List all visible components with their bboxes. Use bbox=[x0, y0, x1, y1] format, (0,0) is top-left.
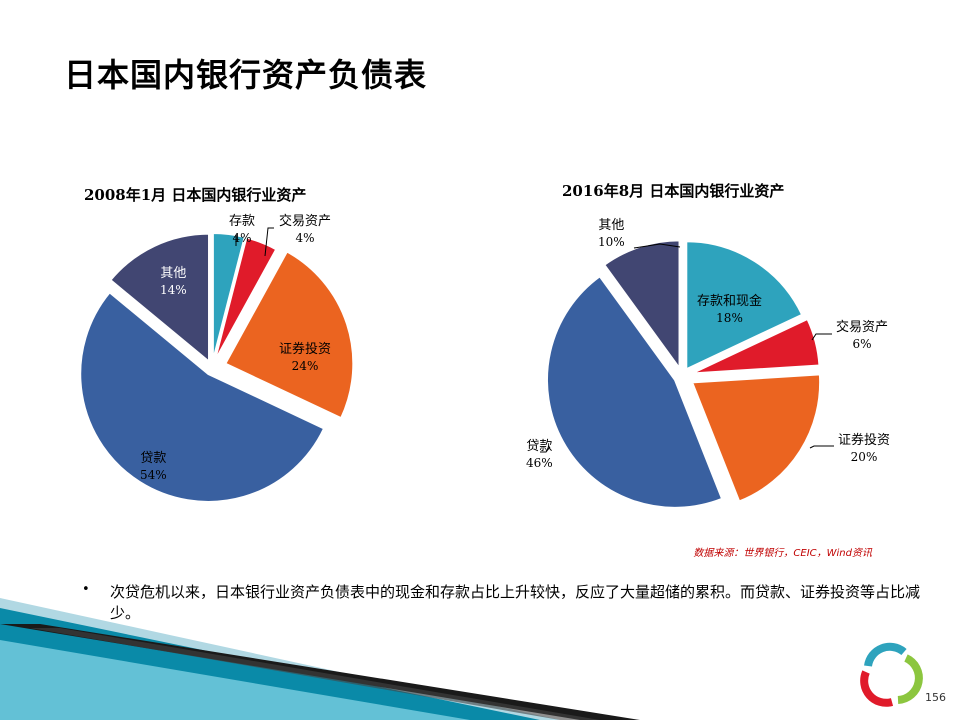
slice-percent: 24% bbox=[291, 359, 319, 373]
slice-percent: 4% bbox=[295, 231, 315, 245]
pie-slice-4 bbox=[545, 274, 724, 509]
pie-chart-2016 bbox=[545, 239, 822, 509]
slice-name: 其他 bbox=[160, 266, 187, 281]
data-label-deposits-2008: 存款 4% bbox=[229, 214, 255, 246]
pie-slice-1 bbox=[211, 232, 246, 362]
slice-name: 贷款 bbox=[526, 439, 553, 454]
slice-percent: 18% bbox=[716, 311, 743, 325]
logo bbox=[860, 642, 923, 707]
slice-percent: 46% bbox=[526, 456, 553, 470]
slice-name: 交易资产 bbox=[836, 320, 889, 335]
pie-slice-2 bbox=[213, 236, 278, 362]
bullet-text: 次贷危机以来，日本银行业资产负债表中的现金和存款占比上升较快，反应了大量超储的累… bbox=[110, 583, 921, 622]
pie-slice-3 bbox=[690, 373, 822, 503]
slice-percent: 10% bbox=[598, 235, 625, 249]
chart-title-2008: 2008年1月 日本国内银行业资产 bbox=[84, 186, 307, 204]
page-number: 156 bbox=[925, 691, 946, 704]
source-note: 数据来源：世界银行，CEIC，Wind资讯 bbox=[693, 548, 872, 559]
slice-name: 证券投资 bbox=[279, 342, 332, 357]
chart-title-2016: 2016年8月 日本国内银行业资产 bbox=[562, 182, 785, 200]
pie-slice-4 bbox=[79, 290, 326, 503]
slice-percent: 4% bbox=[232, 231, 252, 245]
pie-slice-2 bbox=[691, 317, 821, 375]
page-title: 日本国内银行资产负债表 bbox=[64, 56, 428, 94]
data-label-loans-2008: 贷款 54% bbox=[140, 451, 167, 483]
data-label-deposits-cash-2016: 存款和现金 18% bbox=[697, 294, 762, 326]
data-label-trading-assets-2016: 交易资产 6% bbox=[836, 320, 888, 352]
leader-lines bbox=[235, 227, 834, 453]
slice-percent: 20% bbox=[850, 450, 878, 464]
slice-name: 证券投资 bbox=[838, 433, 891, 448]
pie-slice-3 bbox=[223, 250, 355, 420]
pie-chart-2008 bbox=[79, 232, 355, 503]
slice-percent: 6% bbox=[852, 337, 872, 351]
slice-percent: 54% bbox=[140, 468, 167, 482]
slide-decoration bbox=[0, 598, 640, 720]
slice-name: 其他 bbox=[598, 218, 625, 233]
slice-percent: 14% bbox=[160, 283, 187, 297]
slice-name: 存款 bbox=[229, 214, 256, 229]
slice-name: 存款和现金 bbox=[697, 294, 763, 309]
data-label-trading-assets-2008: 交易资产 4% bbox=[279, 214, 331, 246]
bullet-marker: • bbox=[82, 582, 90, 597]
data-label-other-2016: 其他 10% bbox=[598, 218, 625, 250]
slice-name: 交易资产 bbox=[279, 214, 332, 229]
pie-slice-5 bbox=[108, 232, 211, 364]
slice-name: 贷款 bbox=[140, 451, 167, 466]
data-label-securities-2008: 证券投资 24% bbox=[279, 342, 331, 374]
data-label-other-2008: 其他 14% bbox=[160, 266, 187, 298]
data-label-loans-2016: 贷款 46% bbox=[526, 439, 553, 471]
pie-slice-1 bbox=[685, 240, 804, 371]
data-label-securities-2016: 证券投资 20% bbox=[838, 433, 890, 465]
